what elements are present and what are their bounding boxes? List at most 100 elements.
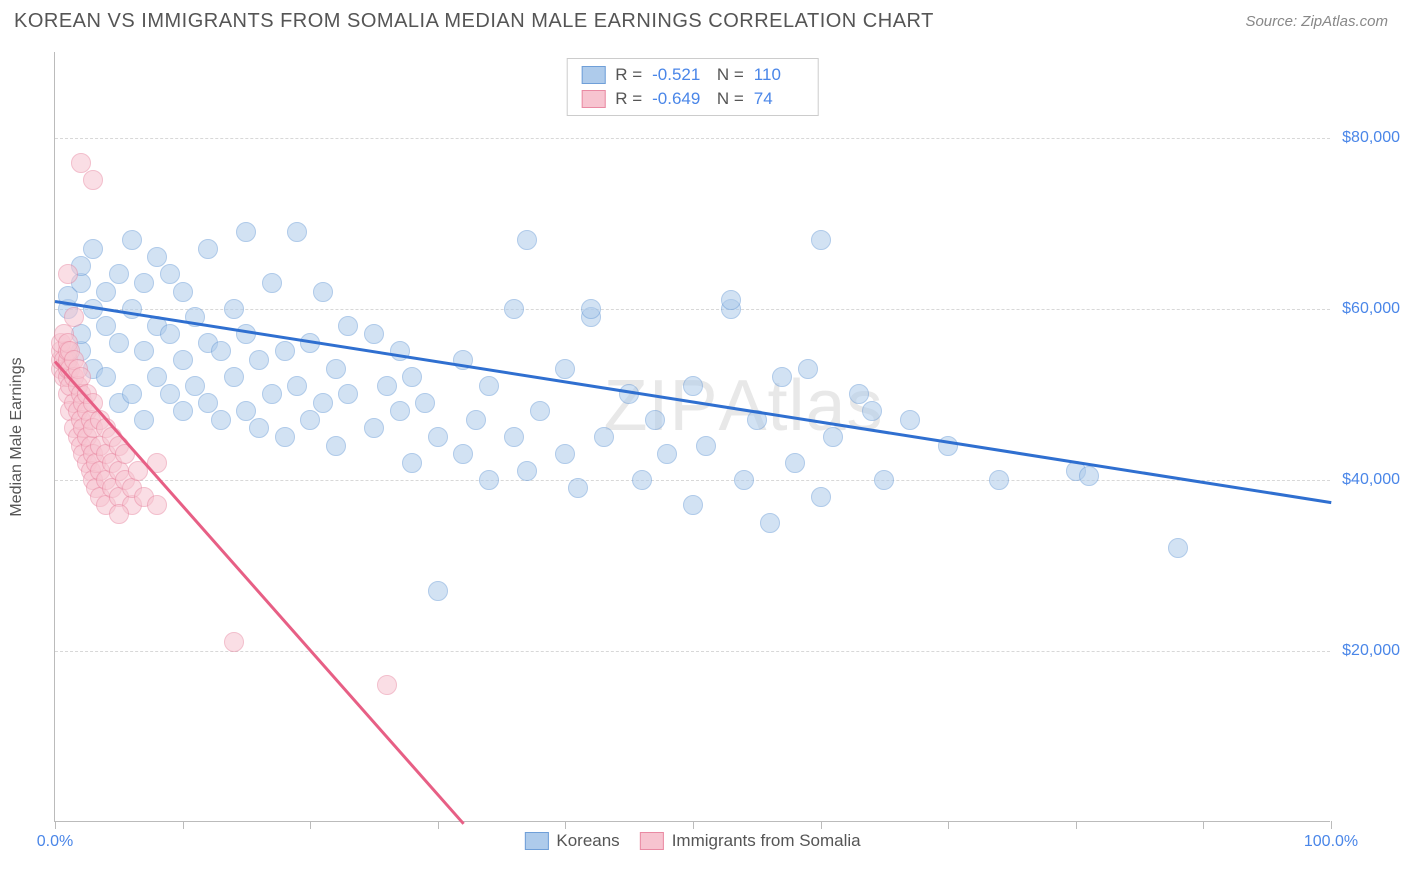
source-label: Source: ZipAtlas.com — [1245, 13, 1388, 30]
data-point — [390, 401, 410, 421]
data-point — [428, 581, 448, 601]
data-point — [262, 384, 282, 404]
data-point — [224, 367, 244, 387]
data-point — [326, 436, 346, 456]
stat-r-value: -0.649 — [652, 89, 702, 109]
legend-item: Immigrants from Somalia — [640, 831, 861, 851]
data-point — [173, 282, 193, 302]
series-legend: Koreans Immigrants from Somalia — [524, 831, 860, 851]
data-point — [377, 675, 397, 695]
data-point — [134, 341, 154, 361]
data-point — [734, 470, 754, 490]
data-point — [198, 239, 218, 259]
data-point — [64, 307, 84, 327]
x-tick — [1331, 821, 1332, 829]
legend-swatch — [581, 90, 605, 108]
data-point — [645, 410, 665, 430]
data-point — [109, 264, 129, 284]
data-point — [683, 495, 703, 515]
data-point — [823, 427, 843, 447]
scatter-chart: Median Male Earnings ZIPAtlas R =-0.521 … — [54, 52, 1330, 822]
data-point — [211, 341, 231, 361]
data-point — [1079, 466, 1099, 486]
data-point — [160, 324, 180, 344]
data-point — [122, 230, 142, 250]
stat-n-value: 110 — [754, 65, 804, 85]
legend-label: Immigrants from Somalia — [672, 831, 861, 851]
stat-r-label: R = — [615, 89, 642, 109]
data-point — [262, 273, 282, 293]
stat-n-value: 74 — [754, 89, 804, 109]
data-point — [287, 376, 307, 396]
data-point — [71, 153, 91, 173]
data-point — [275, 427, 295, 447]
data-point — [479, 376, 499, 396]
x-tick-label: 100.0% — [1304, 833, 1358, 851]
data-point — [517, 230, 537, 250]
data-point — [287, 222, 307, 242]
data-point — [402, 367, 422, 387]
data-point — [83, 239, 103, 259]
data-point — [134, 273, 154, 293]
data-point — [555, 359, 575, 379]
data-point — [555, 444, 575, 464]
data-point — [785, 453, 805, 473]
data-point — [185, 376, 205, 396]
data-point — [160, 384, 180, 404]
legend-label: Koreans — [556, 831, 619, 851]
data-point — [147, 247, 167, 267]
data-point — [83, 170, 103, 190]
legend-swatch — [524, 832, 548, 850]
data-point — [504, 427, 524, 447]
data-point — [900, 410, 920, 430]
x-tick — [693, 821, 694, 829]
data-point — [1168, 538, 1188, 558]
data-point — [109, 333, 129, 353]
data-point — [938, 436, 958, 456]
data-point — [147, 367, 167, 387]
data-point — [989, 470, 1009, 490]
data-point — [58, 264, 78, 284]
data-point — [696, 436, 716, 456]
grid-line — [55, 309, 1330, 310]
stats-row: R = -0.649 N = 74 — [581, 87, 804, 111]
data-point — [760, 513, 780, 533]
data-point — [594, 427, 614, 447]
data-point — [632, 470, 652, 490]
data-point — [147, 495, 167, 515]
grid-line — [55, 138, 1330, 139]
stat-n-label: N = — [712, 89, 744, 109]
data-point — [122, 384, 142, 404]
data-point — [402, 453, 422, 473]
stats-row: R =-0.521 N =110 — [581, 63, 804, 87]
data-point — [657, 444, 677, 464]
data-point — [364, 324, 384, 344]
data-point — [326, 359, 346, 379]
grid-line — [55, 651, 1330, 652]
data-point — [338, 316, 358, 336]
data-point — [811, 230, 831, 250]
data-point — [874, 470, 894, 490]
stat-n-label: N = — [712, 65, 744, 85]
data-point — [338, 384, 358, 404]
data-point — [798, 359, 818, 379]
data-point — [530, 401, 550, 421]
data-point — [313, 393, 333, 413]
y-tick-label: $60,000 — [1340, 300, 1400, 318]
data-point — [453, 444, 473, 464]
legend-swatch — [581, 66, 605, 84]
stat-r-value: -0.521 — [652, 65, 702, 85]
x-tick — [565, 821, 566, 829]
data-point — [862, 401, 882, 421]
data-point — [300, 410, 320, 430]
data-point — [849, 384, 869, 404]
data-point — [313, 282, 333, 302]
data-point — [198, 393, 218, 413]
data-point — [236, 222, 256, 242]
data-point — [364, 418, 384, 438]
chart-title: KOREAN VS IMMIGRANTS FROM SOMALIA MEDIAN… — [14, 10, 934, 33]
y-tick-label: $20,000 — [1340, 642, 1400, 660]
data-point — [173, 401, 193, 421]
data-point — [377, 376, 397, 396]
legend-item: Koreans — [524, 831, 619, 851]
